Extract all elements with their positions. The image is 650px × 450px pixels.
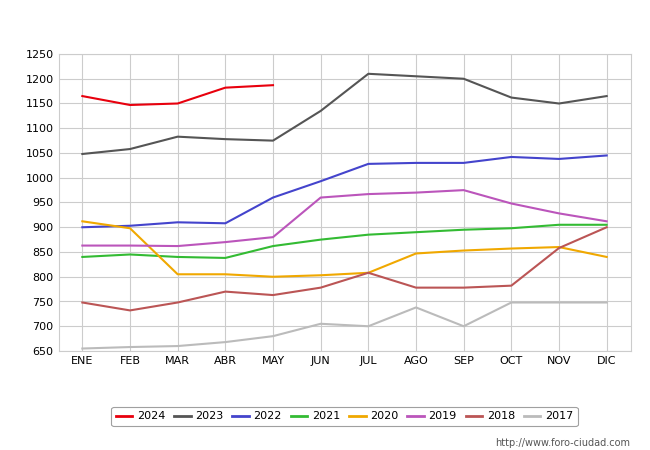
Text: http://www.foro-ciudad.com: http://www.foro-ciudad.com (495, 438, 630, 448)
Text: Afiliados en La Bisbal del Penedès a 31/5/2024: Afiliados en La Bisbal del Penedès a 31/… (131, 17, 519, 35)
Legend: 2024, 2023, 2022, 2021, 2020, 2019, 2018, 2017: 2024, 2023, 2022, 2021, 2020, 2019, 2018… (111, 407, 578, 426)
